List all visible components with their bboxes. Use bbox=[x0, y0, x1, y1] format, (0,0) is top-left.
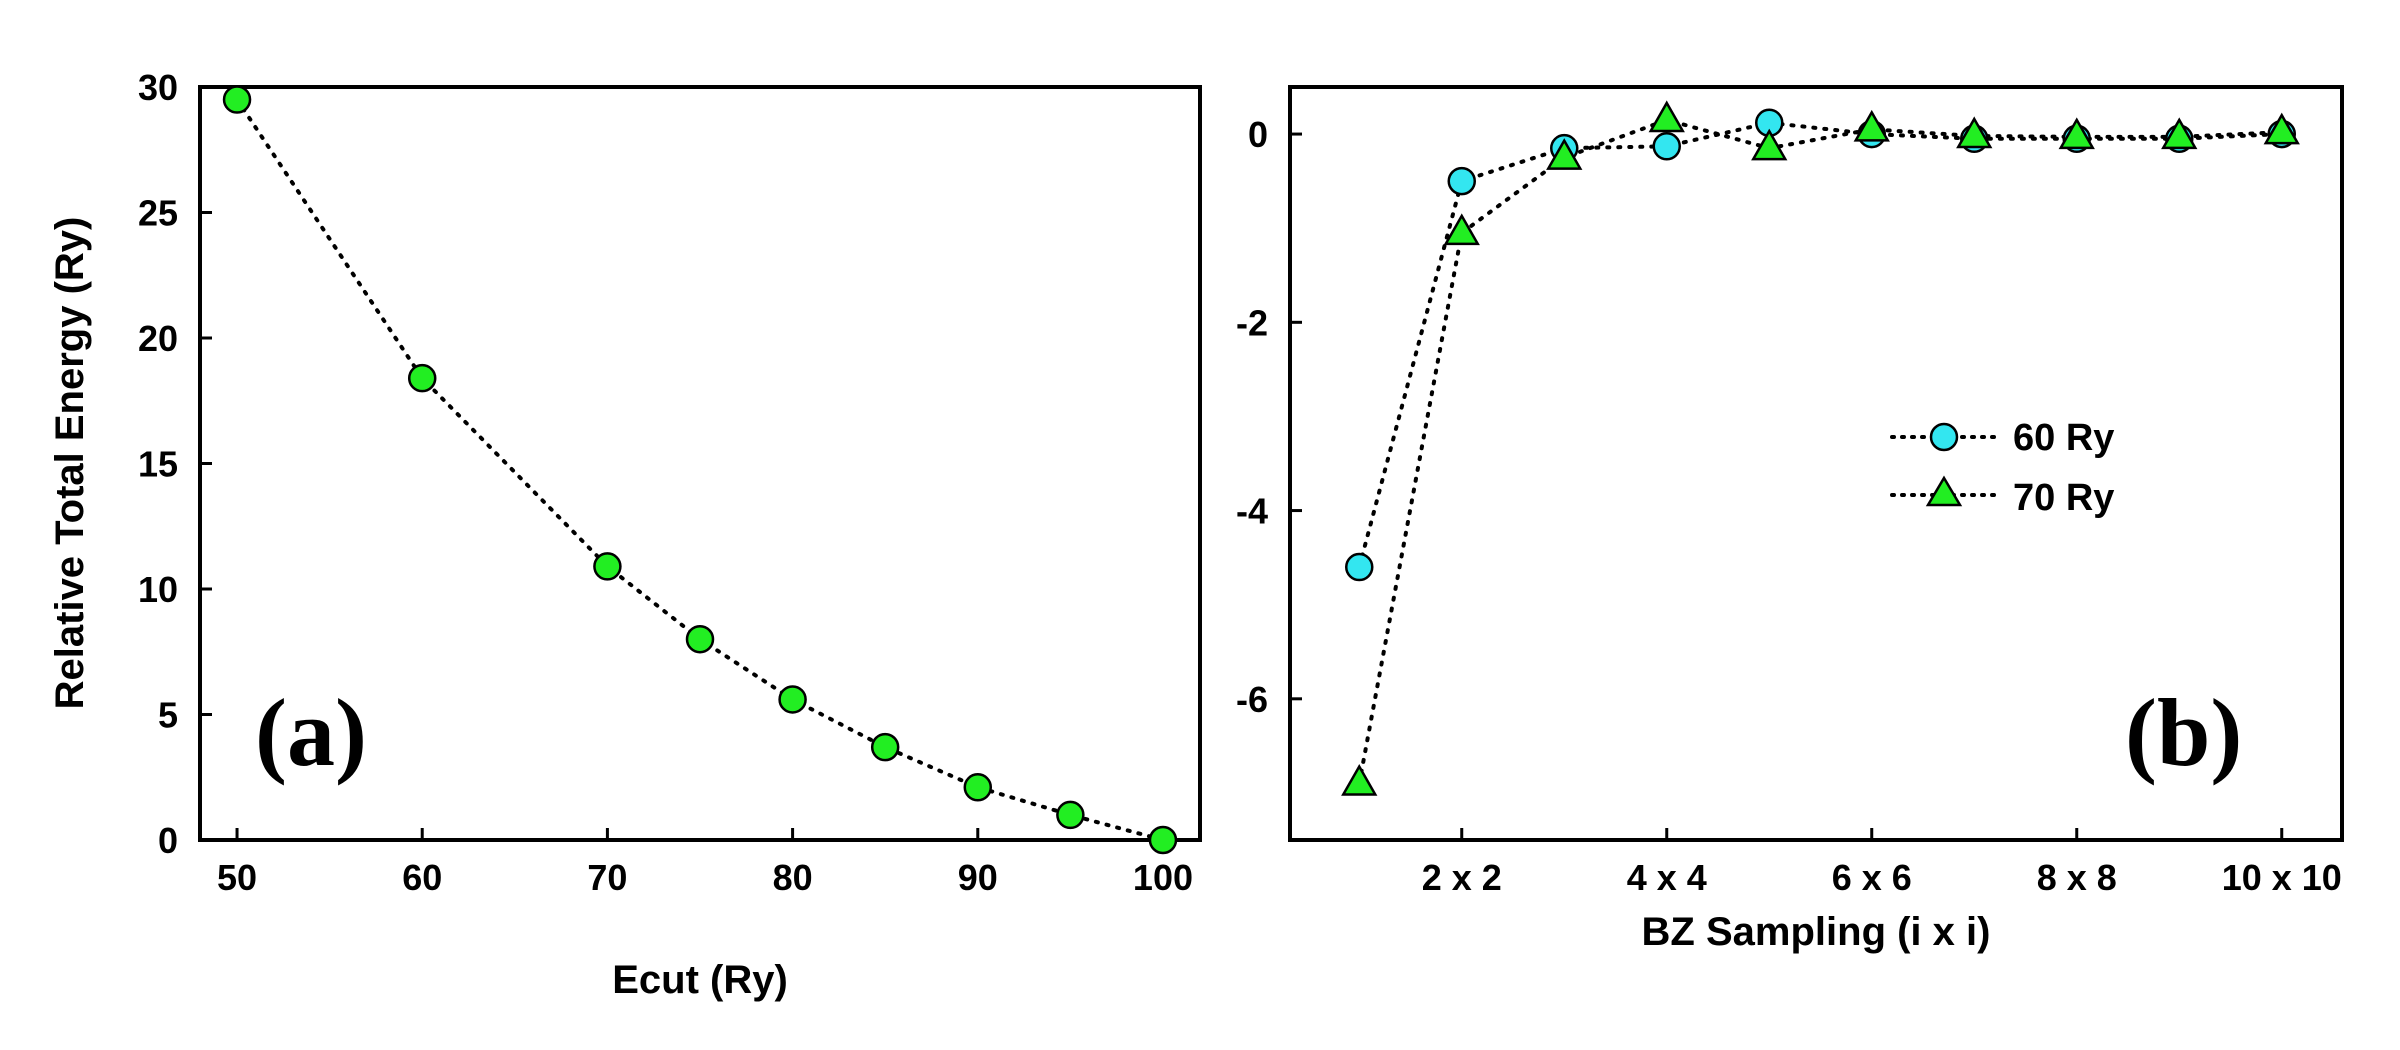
panel-b-y-tick-label: 0 bbox=[1248, 114, 1268, 155]
panel-a-y-tick-label: 20 bbox=[138, 318, 178, 359]
panel-a-data-point bbox=[778, 685, 807, 714]
panel-b-x-tick-label: 8 x 8 bbox=[2037, 857, 2117, 898]
panel-b-y-ticks: -6 -4 -2 0 bbox=[1236, 114, 1302, 720]
panel-b-point-0 bbox=[1447, 166, 1476, 196]
panel-b-y-tick-label: -6 bbox=[1236, 679, 1268, 720]
panel-a-series-line bbox=[235, 97, 1165, 842]
panel-b-x-tick-label: 2 x 2 bbox=[1422, 857, 1502, 898]
panel-a-x-tick-label: 70 bbox=[587, 857, 627, 898]
panel-a-x-ticks: 50 60 70 80 90 100 bbox=[217, 828, 1193, 898]
panel-a-data-point bbox=[1056, 800, 1085, 830]
legend-label-60: 60 Ry bbox=[2013, 417, 2114, 459]
panel-a-data-point bbox=[870, 732, 900, 762]
legend-label-70: 70 Ry bbox=[2013, 477, 2114, 519]
panel-a: 0 5 10 15 20 25 30 50 60 70 80 90 100 Ecut (Ry) Rel… bbox=[48, 67, 1202, 1002]
panel-b-point-1 bbox=[2263, 112, 2300, 145]
panel-b: -6 -4 -2 0 2 x 2 4 x 4 6 x 6 8 x 8 10 x 10 BZ S… bbox=[1236, 85, 2344, 954]
panel-b-xlabel: BZ Sampling (i x i) bbox=[1642, 910, 1991, 954]
panel-b-tag: (b) bbox=[2125, 679, 2242, 786]
panel-a-y-tick-label: 0 bbox=[158, 820, 178, 861]
panel-b-point-0 bbox=[1652, 132, 1681, 161]
panel-a-tag: (a) bbox=[255, 679, 367, 786]
panel-b-x-tick-label: 6 x 6 bbox=[1832, 857, 1912, 898]
panel-a-data-point bbox=[407, 363, 437, 393]
panel-b-point-1 bbox=[1341, 764, 1378, 796]
panel-b-x-tick-label: 10 x 10 bbox=[2222, 857, 2342, 898]
panel-a-y-tick-label: 25 bbox=[138, 193, 178, 234]
panel-a-x-tick-label: 50 bbox=[217, 857, 257, 898]
panel-b-x-ticks: 2 x 2 4 x 4 6 x 6 8 x 8 10 x 10 bbox=[1422, 828, 2342, 898]
panel-b-point-1 bbox=[1956, 116, 1993, 149]
panel-a-y-tick-label: 5 bbox=[158, 695, 178, 736]
legend-marker-70 bbox=[1925, 475, 1963, 507]
panel-b-point-1 bbox=[1751, 128, 1788, 161]
panel-b-point-1 bbox=[1648, 100, 1685, 133]
legend-marker-60 bbox=[1929, 422, 1959, 452]
panel-a-data-point bbox=[593, 552, 622, 581]
panel-a-x-tick-label: 60 bbox=[402, 857, 442, 898]
panel-b-y-tick-label: -2 bbox=[1236, 302, 1268, 343]
panel-b-point-1 bbox=[2161, 117, 2198, 150]
legend: 60 Ry 70 Ry bbox=[1890, 417, 2114, 519]
panel-a-y-tick-label: 30 bbox=[138, 67, 178, 108]
panel-a-markers bbox=[222, 85, 1178, 855]
panel-a-ylabel: Relative Total Energy (Ry) bbox=[48, 217, 92, 710]
panel-b-markers bbox=[1341, 100, 2300, 796]
panel-a-data-point bbox=[222, 85, 252, 114]
panel-b-x-tick-label: 4 x 4 bbox=[1627, 857, 1707, 898]
panel-a-data-point bbox=[963, 773, 993, 802]
panel-a-x-tick-label: 90 bbox=[958, 857, 998, 898]
panel-a-data-point bbox=[685, 624, 715, 654]
panel-b-y-tick-label: -4 bbox=[1236, 491, 1268, 532]
panel-a-y-ticks: 0 5 10 15 20 25 30 bbox=[138, 67, 212, 861]
panel-a-y-tick-label: 10 bbox=[138, 569, 178, 610]
panel-b-point-1 bbox=[1546, 138, 1583, 170]
panel-b-point-0 bbox=[1345, 552, 1374, 582]
panel-a-xlabel: Ecut (Ry) bbox=[612, 958, 788, 1002]
panel-b-series-line-0 bbox=[1357, 120, 2284, 570]
panel-a-y-tick-label: 15 bbox=[138, 444, 178, 485]
panel-b-point-1 bbox=[1853, 109, 1890, 142]
panel-a-x-tick-label: 80 bbox=[773, 857, 813, 898]
panel-a-data-point bbox=[1148, 825, 1178, 855]
panel-b-point-1 bbox=[1443, 213, 1480, 246]
panel-b-series-lines bbox=[1357, 117, 2284, 786]
panel-b-series-line-1 bbox=[1357, 117, 2284, 786]
panel-a-x-tick-label: 100 bbox=[1133, 857, 1193, 898]
panel-b-frame bbox=[1288, 85, 2344, 842]
panel-b-point-1 bbox=[2058, 117, 2095, 150]
